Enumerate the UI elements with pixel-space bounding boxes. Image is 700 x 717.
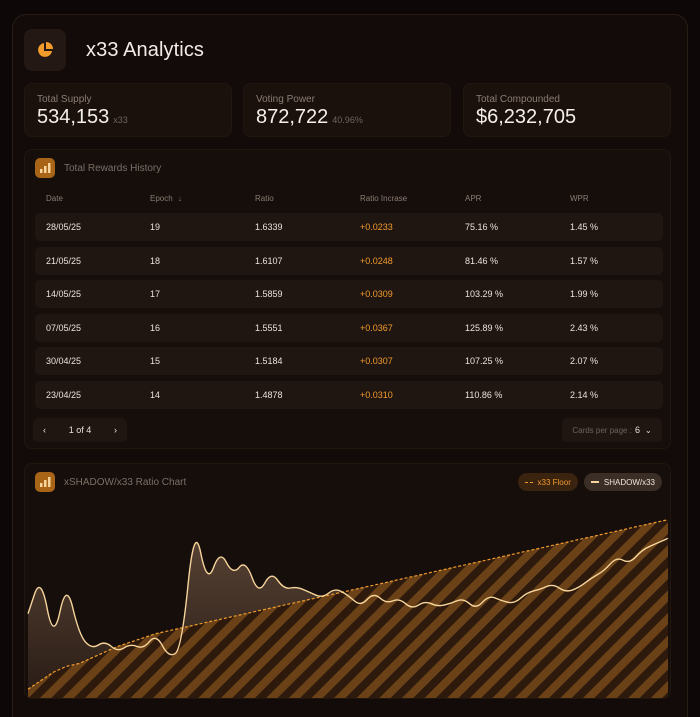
cell-apr: 81.46 % bbox=[465, 255, 499, 266]
sort-down-icon: ↓ bbox=[177, 194, 182, 203]
cell-epoch: 18 bbox=[150, 255, 161, 266]
cell-ratio: 1.6107 bbox=[255, 255, 283, 266]
cell-epoch: 14 bbox=[150, 389, 161, 400]
column-epoch-label: Epoch bbox=[150, 194, 173, 203]
shadow-line bbox=[27, 537, 669, 656]
stat-total-supply: Total Supply 534,153 x33 bbox=[24, 83, 232, 137]
stat-sub: x33 bbox=[113, 115, 128, 125]
bar-chart-icon bbox=[35, 158, 55, 178]
cards-per-page-select[interactable]: Cards per page : 6 ⌄ bbox=[562, 418, 662, 442]
ratio-chart-panel: xSHADOW/x33 Ratio Chart x33 Floor SHADOW… bbox=[24, 463, 671, 699]
cell-ratio: 1.5551 bbox=[255, 322, 283, 333]
chevron-down-icon: ⌄ bbox=[644, 425, 652, 435]
cell-wpr: 1.99 % bbox=[570, 289, 599, 299]
cell-wpr: 2.14 % bbox=[570, 389, 599, 400]
ratio-chart bbox=[27, 519, 669, 698]
cell-date: 07/05/25 bbox=[46, 322, 82, 333]
per-page-label: Cards per page : bbox=[572, 425, 632, 435]
cell-date: 30/04/25 bbox=[46, 356, 82, 366]
pagination: ‹ 1 of 4 › bbox=[33, 418, 127, 442]
column-wpr[interactable]: WPR bbox=[570, 194, 589, 203]
cell-apr: 103.29 % bbox=[465, 289, 504, 299]
cell-ratio: 1.4878 bbox=[255, 389, 283, 400]
cell-ratio: 1.6339 bbox=[255, 222, 283, 232]
chart-title: xSHADOW/x33 Ratio Chart bbox=[64, 476, 187, 488]
stat-sub: 40.96% bbox=[332, 115, 363, 125]
cell-apr: 125.89 % bbox=[465, 322, 504, 333]
cell-epoch: 19 bbox=[150, 222, 161, 232]
cell-ratio-increase: +0.0233 bbox=[360, 222, 393, 232]
column-ratio-increase[interactable]: Ratio Incrase bbox=[360, 194, 408, 203]
table-row: 28/05/25 19 1.6339 +0.0233 75.16 % 1.45 % bbox=[35, 213, 663, 241]
stat-voting-power: Voting Power 872,722 40.96% bbox=[243, 83, 451, 137]
column-date[interactable]: Date bbox=[46, 194, 63, 203]
stat-label: Voting Power bbox=[256, 94, 315, 105]
cell-apr: 107.25 % bbox=[465, 356, 504, 366]
legend-label: SHADOW/x33 bbox=[603, 477, 655, 487]
rewards-history-panel: Total Rewards History Date Epoch ↓ Ratio… bbox=[24, 149, 671, 449]
page-title: x33 Analytics bbox=[86, 38, 205, 61]
legend-label: x33 Floor bbox=[537, 477, 571, 487]
column-ratio[interactable]: Ratio bbox=[255, 194, 274, 203]
cell-ratio-increase: +0.0310 bbox=[360, 389, 393, 400]
cell-apr: 110.86 % bbox=[465, 389, 503, 400]
cell-date: 14/05/25 bbox=[46, 289, 82, 299]
column-epoch[interactable]: Epoch ↓ bbox=[150, 194, 182, 203]
table-row: 21/05/25 18 1.6107 +0.0248 81.46 % 1.57 % bbox=[35, 246, 663, 275]
cell-date: 28/05/25 bbox=[46, 222, 82, 232]
table-row: 07/05/25 16 1.5551 +0.0367 125.89 % 2.43 % bbox=[35, 313, 663, 342]
cell-epoch: 16 bbox=[150, 322, 161, 333]
cell-ratio: 1.5184 bbox=[255, 356, 283, 366]
chart-legend: x33 Floor SHADOW/x33 bbox=[517, 473, 662, 491]
legend-shadow-x33[interactable]: SHADOW/x33 bbox=[583, 473, 662, 491]
table-row: 23/04/25 14 1.4878 +0.0310 110.86 % 2.14 % bbox=[35, 380, 663, 409]
cell-epoch: 17 bbox=[150, 289, 161, 299]
cell-wpr: 1.45 % bbox=[570, 222, 599, 232]
cell-wpr: 2.07 % bbox=[570, 356, 599, 366]
cell-ratio-increase: +0.0367 bbox=[360, 322, 393, 333]
cell-ratio-increase: +0.0248 bbox=[360, 255, 393, 266]
stat-total-compounded: Total Compounded $6,232,705 bbox=[463, 83, 671, 137]
cell-date: 21/05/25 bbox=[46, 255, 82, 266]
stat-value: $6,232,705 bbox=[476, 106, 577, 128]
panel-title: Total Rewards History bbox=[64, 162, 162, 174]
cell-apr: 75.16 % bbox=[465, 222, 499, 232]
cell-ratio: 1.5859 bbox=[255, 289, 283, 299]
table-header: Date Epoch ↓ Ratio Ratio Incrase APR WPR bbox=[35, 194, 663, 212]
per-page-value: 6 bbox=[634, 425, 640, 435]
table-row: 14/05/25 17 1.5859 +0.0309 103.29 % 1.99 % bbox=[35, 280, 663, 308]
cell-ratio-increase: +0.0307 bbox=[360, 356, 393, 366]
cell-date: 23/04/25 bbox=[46, 389, 82, 400]
pie-chart-icon bbox=[24, 29, 66, 71]
table-row: 30/04/25 15 1.5184 +0.0307 107.25 % 2.07 % bbox=[35, 347, 663, 375]
page-indicator: 1 of 4 bbox=[68, 425, 92, 435]
dashed-line-icon bbox=[524, 481, 533, 483]
column-apr[interactable]: APR bbox=[465, 194, 482, 203]
cell-wpr: 1.57 % bbox=[570, 255, 599, 266]
cell-epoch: 15 bbox=[150, 356, 161, 366]
legend-x33-floor[interactable]: x33 Floor bbox=[517, 473, 578, 491]
solid-line-icon bbox=[590, 481, 599, 483]
stat-value: 872,722 bbox=[256, 106, 329, 128]
app-header: x33 Analytics bbox=[24, 29, 204, 71]
stat-label: Total Compounded bbox=[476, 94, 560, 105]
floor-line bbox=[27, 519, 669, 690]
stat-value: 534,153 bbox=[37, 106, 110, 128]
floor-area bbox=[28, 519, 668, 698]
chevron-left-icon[interactable]: ‹ bbox=[43, 425, 46, 435]
bar-chart-icon bbox=[35, 472, 55, 492]
cell-wpr: 2.43 % bbox=[570, 322, 599, 333]
cell-ratio-increase: +0.0309 bbox=[360, 289, 393, 299]
stat-label: Total Supply bbox=[37, 94, 92, 105]
chevron-right-icon[interactable]: › bbox=[114, 425, 117, 435]
